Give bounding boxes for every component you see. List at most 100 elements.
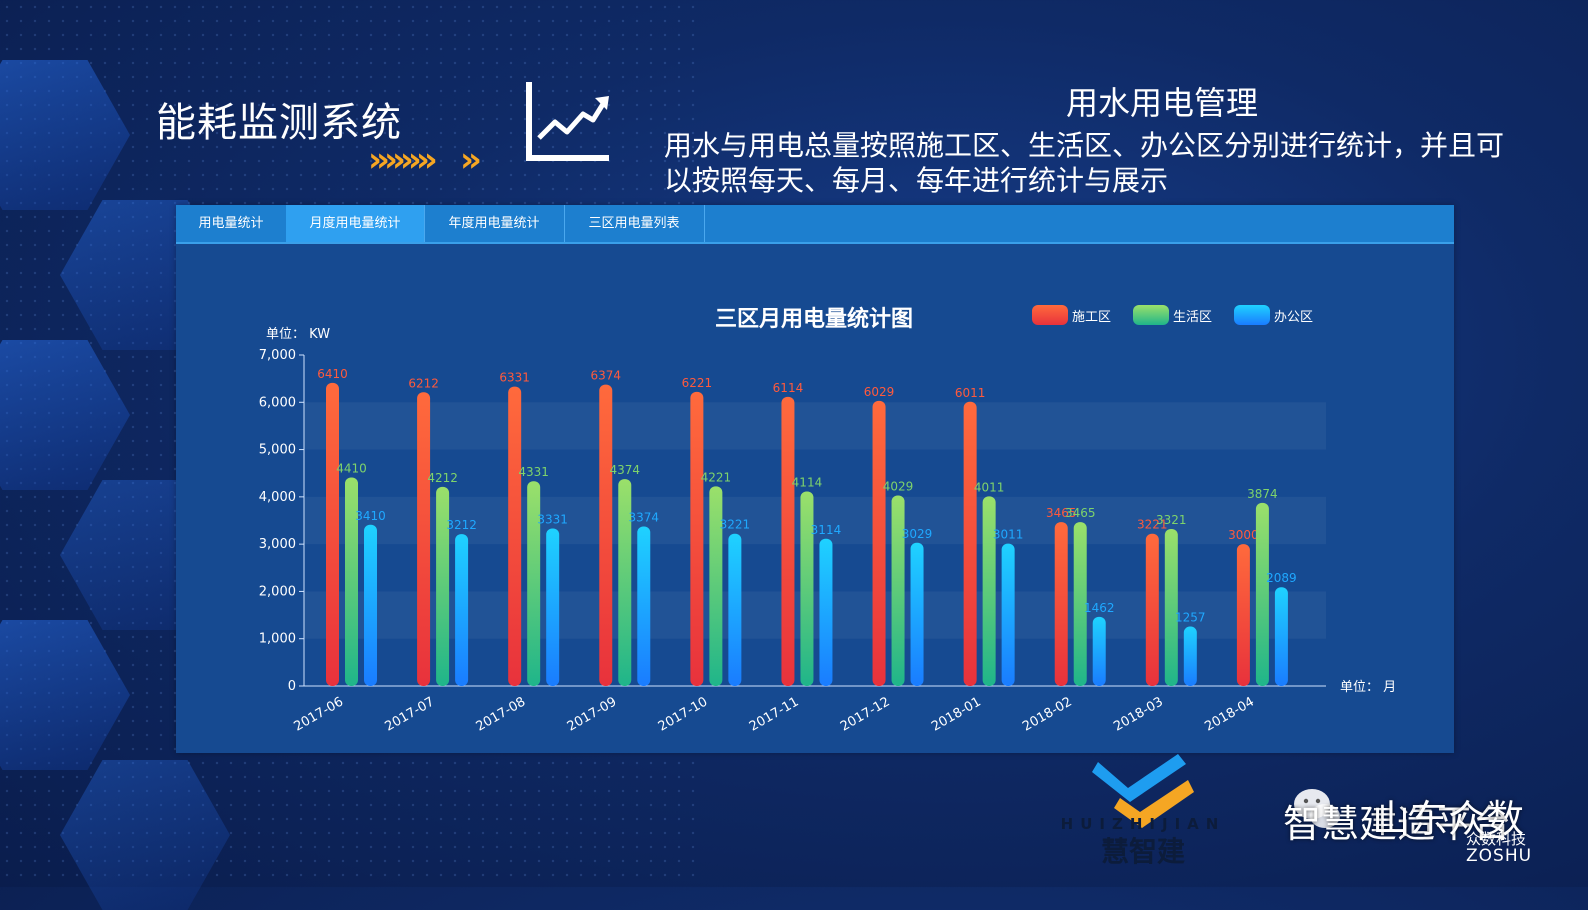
bar-生活区 [618,479,632,686]
bar-施工区 [326,382,339,686]
y-tick-label: 0 [288,679,296,694]
x-tick-label: 2017-06 [291,694,346,734]
chevron-arrows-icon: »»»» [368,140,438,180]
data-label: 3000 [1228,528,1259,542]
bar-施工区 [508,386,522,686]
bar-办公区 [728,533,742,686]
grid-band [304,402,1326,450]
legend-label: 生活区 [1173,310,1212,325]
data-label: 6331 [499,371,530,385]
bar-施工区 [963,401,977,686]
data-label: 4029 [883,479,914,493]
bar-办公区 [364,524,377,686]
data-label: 3374 [628,510,659,524]
bar-办公区 [910,542,924,686]
wechat-icon [1294,789,1340,828]
bar-办公区 [1092,616,1106,686]
bar-施工区 [417,392,431,686]
bar-生活区 [891,495,905,686]
system-title: 能耗监测系统 [156,100,402,146]
bar-办公区 [1001,543,1015,686]
data-label: 3465 [1046,506,1077,520]
data-label: 1257 [1175,611,1206,625]
watermark-platform-text: 智慧建造平台 [1283,802,1512,846]
bar-办公区 [1274,587,1288,686]
data-label: 6114 [773,381,804,395]
legend-label: 施工区 [1072,310,1111,325]
bar-生活区 [436,486,450,686]
data-label: 3011 [993,528,1024,542]
bar-施工区 [599,384,613,686]
data-label: 6011 [955,386,986,400]
logo-latin-text: HUIZHIJIAN [1060,815,1226,833]
bar-生活区 [345,477,358,686]
data-label: 2089 [1266,571,1297,585]
data-label: 3212 [446,518,477,532]
chevron-arrow-icon: » [460,140,482,180]
tab-yearly-stats[interactable]: 年度用电量统计 [424,205,565,242]
data-label: 3221 [1137,518,1168,532]
bar-办公区 [1183,626,1197,686]
data-label: 6410 [317,367,348,381]
data-label: 3465 [1065,506,1096,520]
y-tick-label: 6,000 [259,395,296,410]
data-label: 4331 [518,465,549,479]
data-label: 6221 [682,376,713,390]
legend-swatch [1133,305,1169,325]
x-tick-label: 2017-11 [747,694,802,734]
watermark-sub-en: ZOSHU [1466,846,1533,866]
bar-办公区 [637,526,651,686]
y-tick-label: 3,000 [259,537,296,552]
data-label: 3114 [811,523,842,537]
x-tick-label: 2018-02 [1020,694,1075,734]
bar-施工区 [1236,544,1250,686]
tab-three-zone-list[interactable]: 三区用电量列表 [564,205,705,242]
x-tick-label: 2017-12 [838,694,893,734]
bar-办公区 [546,528,560,686]
data-label: 4374 [609,463,640,477]
x-tick-label: 2018-04 [1202,694,1257,734]
bar-生活区 [1073,522,1087,686]
y-tick-label: 7,000 [259,348,296,363]
data-label: 3874 [1247,487,1278,501]
x-axis-unit-label: 单位： 月 [1340,680,1396,695]
monthly-power-chart: 0 1,000 2,000 3,000 4,000 5,000 6,000 7,000 单位： … [259,305,1396,735]
logo-chinese-text: 慧智建 [1100,835,1185,868]
tab-monthly-stats[interactable]: 月度用电量统计 [286,205,425,242]
data-label: 3410 [355,509,386,523]
data-label: 3029 [902,527,933,541]
bar-办公区 [455,534,469,686]
x-tick-label: 2018-01 [929,694,984,734]
legend-label: 办公区 [1274,310,1313,325]
tab-bar: 用电量统计 月度用电量统计 年度用电量统计 三区用电量列表 [176,205,1454,244]
data-label: 3321 [1156,513,1187,527]
bar-生活区 [527,481,541,686]
bar-生活区 [1255,502,1269,686]
data-label: 4114 [792,475,823,489]
huizhijian-logo-icon [1092,754,1194,828]
watermark-company-text: 山东众数 [1372,797,1525,841]
data-label: 4212 [427,471,458,485]
y-axis-unit-label: 单位： KW [266,327,330,342]
x-tick-label: 2017-08 [474,694,529,734]
data-label: 3331 [537,512,568,526]
data-label: 6212 [408,376,439,390]
y-tick-label: 5,000 [259,443,296,458]
bar-施工区 [1145,533,1159,686]
chart-title: 三区月用电量统计图 [715,306,913,332]
bar-施工区 [781,396,795,686]
trend-chart-icon [526,82,609,161]
legend-swatch [1234,305,1270,325]
data-label: 3221 [720,518,751,532]
x-tick-label: 2017-07 [383,694,438,734]
data-label: 4011 [974,480,1005,494]
x-tick-label: 2017-09 [565,694,620,734]
bar-生活区 [709,486,723,686]
x-tick-label: 2018-03 [1111,694,1166,734]
bar-施工区 [872,400,886,686]
y-tick-label: 2,000 [259,584,296,599]
data-label: 1462 [1084,601,1115,615]
section-title: 用水用电管理 [1066,84,1259,122]
bar-生活区 [1164,528,1178,686]
bar-办公区 [819,538,833,686]
